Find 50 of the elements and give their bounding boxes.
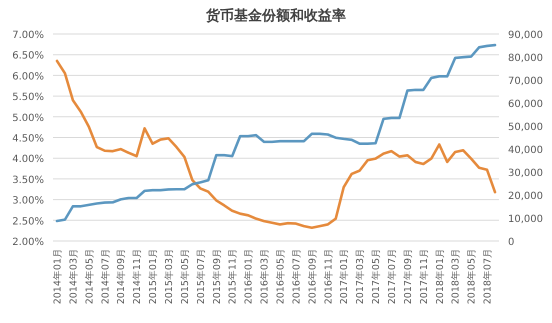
x-tick-label: 2016年11月 [322,248,334,304]
x-tick-label: 2014年09月 [115,248,128,304]
y2-tick-label: 70,000 [508,76,543,87]
x-tick-label: 2014年03月 [67,248,80,304]
x-tick-label: 2017年07月 [386,248,398,304]
y-tick-label: 4.50% [12,134,44,144]
x-tick-label: 2015年11月 [226,248,239,304]
x-tick-label: 2017年01月 [338,248,350,304]
y-tick-label: 6.50% [12,50,44,62]
y2-tick-label: 40,000 [508,145,543,156]
x-tick-label: 2014年01月 [51,248,64,304]
y-tick-label: 6.00% [12,71,44,82]
x-tick-label: 2016年07月 [290,248,302,304]
y-tick-label: 4.00% [12,154,44,166]
y-tick-label: 3.00% [12,196,44,207]
y-tick-label: 3.50% [12,174,44,186]
y-tick-label: 2.50% [12,216,44,228]
x-tick-label: 2014年07月 [99,248,112,304]
x-tick-label: 2015年05月 [178,248,191,304]
x-tick-label: 2017年05月 [370,248,382,304]
y2-tick-label: 90,000 [508,30,543,41]
x-tick-label: 2016年01月 [242,248,255,304]
y2-tick-label: 20,000 [508,191,543,202]
x-tick-label: 2018年01月 [434,248,446,304]
x-tick-label: 2018年05月 [466,248,478,304]
x-tick-label: 2017年11月 [418,248,430,304]
x-tick-label: 2018年03月 [450,248,462,304]
y-tick-label: 5.50% [12,92,44,104]
y-tick-label: 2.00% [12,237,44,248]
x-tick-label: 2017年09月 [402,248,414,304]
x-tick-label: 2016年03月 [258,248,271,304]
chart-title: 货币基金份额和收益率 [205,7,346,24]
x-tick-label: 2017年03月 [354,248,366,304]
y2-tick-label: 80,000 [508,53,543,64]
x-tick-label: 2015年01月 [147,248,160,304]
x-tick-label: 2014年11月 [131,248,144,304]
x-tick-label: 2015年07月 [194,248,207,304]
x-tick-label: 2015年03月 [162,248,175,304]
x-tick-label: 2015年09月 [210,248,223,304]
y-tick-label: 7.00% [12,30,44,41]
x-tick-label: 2016年05月 [274,248,286,304]
y2-tick-label: 60,000 [508,99,543,110]
y-tick-label: 5.00% [12,112,44,124]
x-tick-label: 2014年05月 [83,248,96,304]
y2-tick-label: 10,000 [508,214,543,225]
y2-tick-label: 50,000 [508,122,543,133]
x-tick-label: 2018年07月 [482,248,494,304]
y2-tick-label: 0 [508,237,514,248]
x-tick-label: 2016年09月 [306,248,318,304]
y2-tick-label: 30,000 [508,168,543,179]
